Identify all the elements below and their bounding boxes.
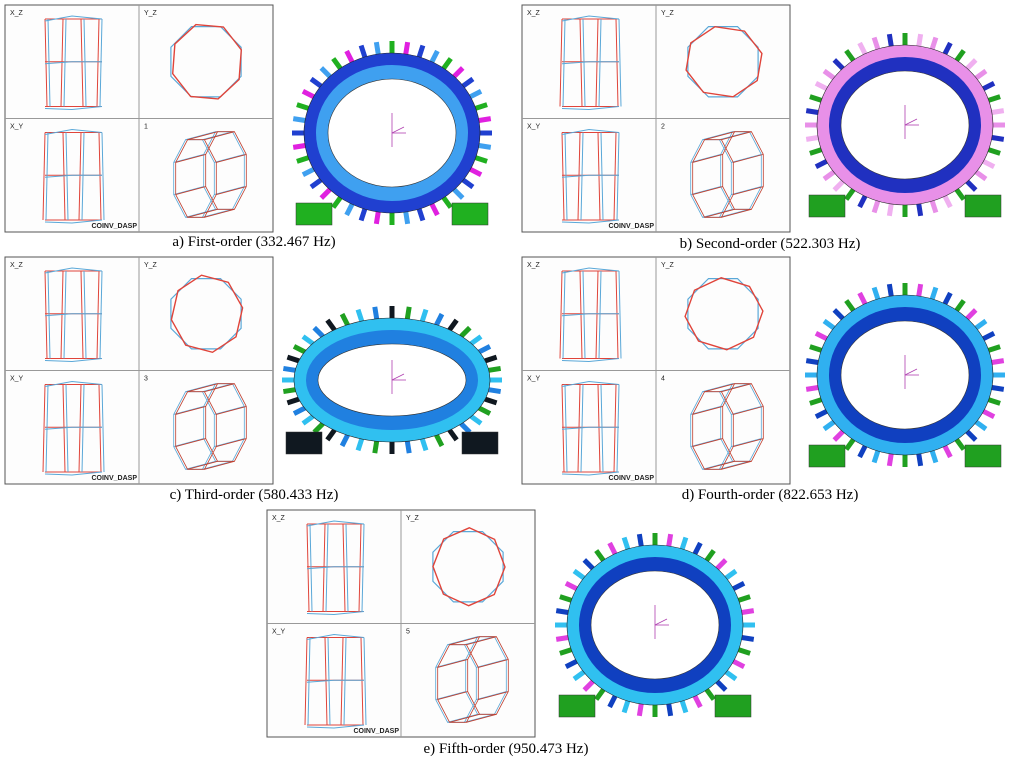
foot [809,445,845,467]
view-label: X_Y [527,376,541,383]
view-label: 4 [661,376,665,383]
figure: X_Z Y_Z X_Y 1 COINV_DASP a) First-order (332.… [0,0,1013,762]
caption: c) Third-order (580.433 Hz) [170,487,339,503]
view-label: Y_Z [144,262,158,269]
view-label: 5 [406,629,410,636]
view-label: 2 [661,124,665,131]
foot [715,695,751,717]
mode-panel: X_Z Y_Z X_Y 3 COINV_DASP c) Third-order (580.… [5,257,502,503]
view-label: X_Z [10,262,24,269]
view-label: Y_Z [406,515,420,522]
caption: a) First-order (332.467 Hz) [172,234,335,250]
foot [809,195,845,217]
foot [965,445,1001,467]
view-label: X_Z [527,262,541,269]
view-label: 3 [144,376,148,383]
software-label: COINV_DASP [608,223,654,230]
caption: d) Fourth-order (822.653 Hz) [682,487,859,503]
view-label: X_Y [272,629,286,636]
foot [296,203,332,225]
foot [462,432,498,454]
view-label: X_Z [272,515,286,522]
software-label: COINV_DASP [91,223,137,230]
view-label: X_Y [10,124,24,131]
foot [452,203,488,225]
view-label: X_Z [527,10,541,17]
view-label: Y_Z [661,10,675,17]
view-label: X_Z [10,10,24,17]
software-label: COINV_DASP [353,728,399,735]
foot [965,195,1001,217]
caption: b) Second-order (522.303 Hz) [680,236,861,252]
view-label: 1 [144,124,148,131]
view-label: Y_Z [661,262,675,269]
software-label: COINV_DASP [608,475,654,482]
mode-panel: X_Z Y_Z X_Y 2 COINV_DASP b) Second-order (522… [522,5,1005,252]
view-label: X_Y [527,124,541,131]
foot [286,432,322,454]
mode-panel: X_Z Y_Z X_Y 1 COINV_DASP a) First-order (332.… [5,5,492,250]
mode-panel: X_Z Y_Z X_Y 5 COINV_DASP e) Fifth-order (950.… [267,510,755,757]
software-label: COINV_DASP [91,475,137,482]
mode-panel: X_Z Y_Z X_Y 4 COINV_DASP d) Fourth-order (822… [522,257,1005,503]
view-label: X_Y [10,376,24,383]
foot [559,695,595,717]
caption: e) Fifth-order (950.473 Hz) [424,741,589,757]
view-label: Y_Z [144,10,158,17]
